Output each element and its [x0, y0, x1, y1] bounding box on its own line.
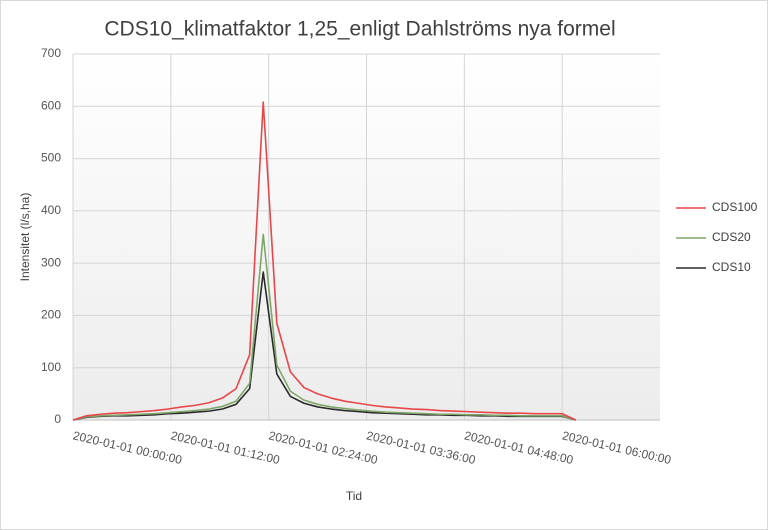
- y-tick-label: 700: [41, 46, 61, 60]
- y-tick-label: 400: [41, 203, 61, 217]
- y-tick-label: 300: [41, 255, 61, 269]
- y-tick-label: 200: [41, 308, 61, 322]
- y-tick-label: 100: [41, 360, 61, 374]
- legend-label: CDS10: [712, 260, 751, 274]
- y-tick-label: 500: [41, 151, 61, 165]
- y-tick-label: 600: [41, 98, 61, 112]
- series-line: [72, 233, 576, 421]
- x-axis-label: Tid: [346, 489, 362, 503]
- legend-label: CDS100: [712, 200, 758, 214]
- series-line: [72, 101, 577, 421]
- legend-label: CDS20: [712, 230, 751, 244]
- y-axis-label: Intensitet (l/s,ha): [18, 193, 32, 282]
- chart-title: CDS10_klimatfaktor 1,25_enligt Dahlström…: [104, 18, 615, 41]
- y-tick-label: 0: [54, 412, 61, 426]
